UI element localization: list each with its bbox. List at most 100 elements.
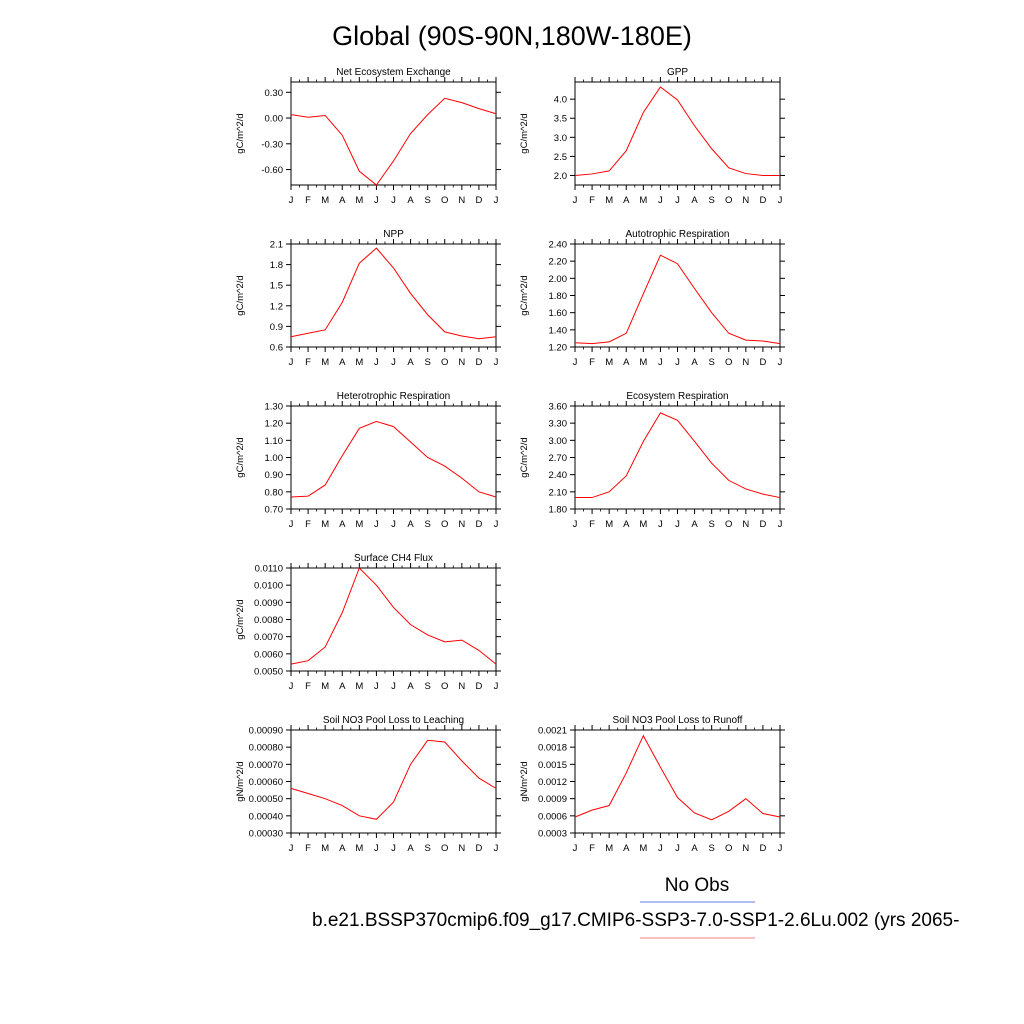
x-tick-label: N (742, 357, 749, 368)
y-tick-label: 3.0 (554, 133, 567, 144)
x-tick-label: J (675, 195, 680, 206)
x-tick-label: J (391, 357, 396, 368)
y-tick-label: 1.60 (549, 308, 568, 319)
x-tick-label: A (691, 195, 698, 206)
series-line (575, 412, 781, 499)
y-tick-label: 2.40 (549, 470, 568, 481)
panel-title: Soil NO3 Pool Loss to Runoff (613, 715, 743, 726)
x-tick-label: A (623, 519, 630, 530)
x-tick-label: J (289, 843, 294, 854)
y-tick-label: 1.2 (270, 301, 283, 312)
x-tick-label: A (339, 681, 346, 692)
x-tick-label: J (494, 519, 499, 530)
y-tick-label: -0.60 (261, 165, 283, 176)
x-tick-label: O (441, 195, 448, 206)
legend-obs-label: No Obs (665, 875, 729, 896)
y-tick-label: 1.80 (549, 291, 568, 302)
x-tick-label: J (374, 357, 379, 368)
plot-frame (290, 405, 497, 510)
x-tick-label: M (605, 519, 613, 530)
x-tick-label: M (355, 195, 363, 206)
panel-title: Surface CH4 Flux (354, 553, 433, 564)
y-tick-label: 0.0015 (538, 760, 567, 771)
y-tick-label: 2.1 (270, 240, 283, 251)
x-tick-label: J (675, 519, 680, 530)
plot-frame (290, 729, 497, 834)
y-tick-label: 2.20 (549, 257, 568, 268)
y-tick-label: 3.00 (549, 436, 568, 447)
y-tick-label: 1.40 (549, 325, 568, 336)
x-tick-label: M (639, 519, 647, 530)
y-tick-label: 0.70 (265, 505, 284, 516)
x-tick-label: J (494, 195, 499, 206)
x-tick-label: A (407, 519, 414, 530)
x-tick-label: J (391, 519, 396, 530)
x-tick-label: A (339, 195, 346, 206)
y-tick-label: 2.00 (549, 274, 568, 285)
x-tick-label: J (675, 843, 680, 854)
x-tick-label: F (305, 681, 311, 692)
x-tick-label: D (475, 195, 482, 206)
x-tick-label: N (458, 195, 465, 206)
y-tick-label: 0.0070 (254, 632, 283, 643)
x-tick-label: A (623, 195, 630, 206)
x-tick-label: D (759, 519, 766, 530)
x-tick-label: M (355, 357, 363, 368)
y-tick-label: 0.0050 (254, 667, 283, 678)
series-line (574, 86, 780, 176)
x-tick-label: J (573, 357, 578, 368)
y-tick-label: 2.40 (549, 240, 568, 251)
series-line (290, 739, 497, 820)
y-axis-label: gN/m^2/d (519, 761, 530, 801)
x-tick-label: N (458, 357, 465, 368)
x-tick-label: N (742, 843, 749, 854)
x-tick-label: J (658, 519, 663, 530)
plot-frame (574, 81, 781, 186)
y-tick-label: 4.0 (554, 95, 567, 106)
x-tick-label: J (289, 357, 294, 368)
legend-case-label: b.e21.BSSP370cmip6.f09_g17.CMIP6-SSP3-7.… (312, 910, 959, 931)
y-tick-label: 1.8 (270, 260, 283, 271)
x-tick-label: A (339, 519, 346, 530)
y-axis-label: gC/m^2/d (519, 113, 530, 153)
y-tick-label: 1.10 (265, 436, 284, 447)
x-tick-label: J (374, 195, 379, 206)
y-tick-label: 1.80 (549, 505, 568, 516)
x-tick-label: A (339, 357, 346, 368)
y-axis-label: gC/m^2/d (519, 437, 530, 477)
x-tick-label: F (305, 195, 311, 206)
x-tick-label: O (725, 195, 732, 206)
y-axis-label: gC/m^2/d (519, 275, 530, 315)
x-tick-label: J (289, 519, 294, 530)
y-axis-label: gC/m^2/d (235, 113, 246, 153)
x-tick-label: J (374, 843, 379, 854)
y-tick-label: 2.5 (554, 152, 567, 163)
legend: No Obs b.e21.BSSP370cmip6.f09_g17.CMIP6-… (312, 875, 959, 939)
y-tick-label: -0.30 (261, 139, 283, 150)
x-tick-label: S (424, 681, 430, 692)
x-tick-label: A (339, 843, 346, 854)
plot-frame (574, 243, 781, 348)
y-tick-label: 2.0 (554, 171, 567, 182)
y-axis-label: gN/m^2/d (235, 761, 246, 801)
series-line (290, 567, 497, 665)
x-tick-label: J (289, 195, 294, 206)
plot-frame (290, 243, 497, 348)
y-tick-label: 3.5 (554, 114, 567, 125)
x-tick-label: N (742, 519, 749, 530)
x-tick-label: D (475, 519, 482, 530)
x-tick-label: N (458, 519, 465, 530)
x-tick-label: J (374, 519, 379, 530)
x-tick-label: J (494, 357, 499, 368)
series-line (290, 97, 497, 186)
x-tick-label: O (725, 843, 732, 854)
y-tick-label: 1.20 (549, 343, 568, 354)
x-tick-label: O (441, 681, 448, 692)
y-tick-label: 0.0100 (254, 581, 283, 592)
x-tick-label: D (475, 681, 482, 692)
x-tick-label: J (658, 357, 663, 368)
y-tick-label: 1.00 (265, 453, 284, 464)
x-tick-label: O (441, 843, 448, 854)
plot-frame (290, 567, 497, 672)
